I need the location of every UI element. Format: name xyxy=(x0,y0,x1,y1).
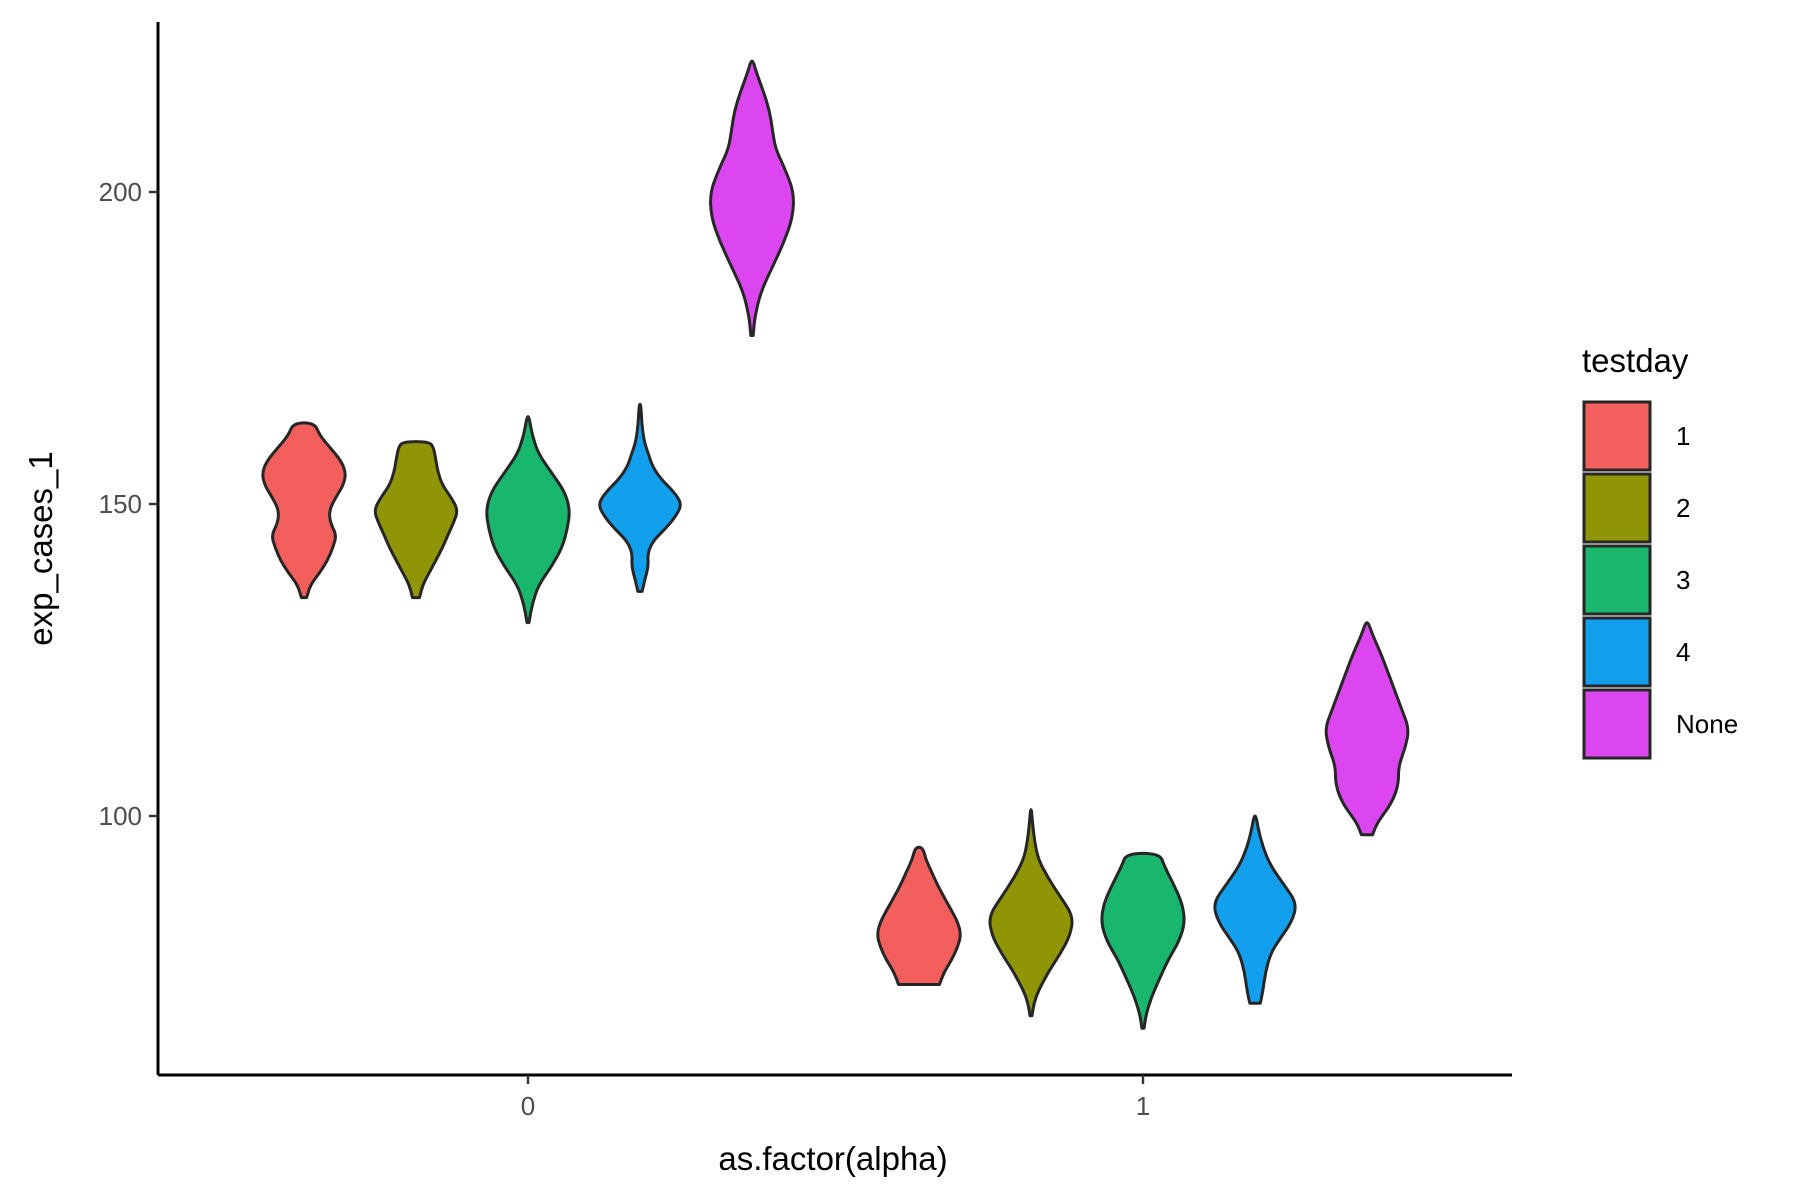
y-tick-label: 200 xyxy=(99,177,142,207)
legend-key-3 xyxy=(1582,544,1652,616)
x-tick-label: 0 xyxy=(521,1091,535,1121)
x-tick-label: 1 xyxy=(1136,1091,1150,1121)
legend: testday 1 2 3 4 None xyxy=(1582,342,1738,760)
legend-key-none xyxy=(1582,688,1652,760)
violin-alpha0-testday-4 xyxy=(598,402,682,593)
legend-key-2 xyxy=(1582,472,1652,544)
legend-label-2: 2 xyxy=(1676,493,1690,523)
violin-alpha1-testday-4 xyxy=(1213,814,1297,1005)
violin-alpha0-testday-2 xyxy=(373,440,459,600)
y-axis-title: exp_cases_1 xyxy=(22,451,59,645)
legend-title: testday xyxy=(1582,342,1689,379)
violins-layer xyxy=(261,59,1410,1030)
y-tick-label: 150 xyxy=(99,489,142,519)
violin-alpha0-testday-none xyxy=(709,59,795,337)
legend-label-none: None xyxy=(1676,709,1738,739)
legend-label-4: 4 xyxy=(1676,637,1690,667)
violin-alpha1-testday-none xyxy=(1324,621,1410,837)
x-axis-title: as.factor(alpha) xyxy=(718,1140,947,1177)
violin-alpha1-testday-3 xyxy=(1100,851,1186,1030)
legend-items: 1 2 3 4 None xyxy=(1582,400,1738,760)
y-tick-label: 100 xyxy=(99,801,142,831)
legend-label-1: 1 xyxy=(1676,421,1690,451)
violin-alpha0-testday-1 xyxy=(261,421,347,600)
legend-key-4 xyxy=(1582,616,1652,688)
legend-label-3: 3 xyxy=(1676,565,1690,595)
legend-key-1 xyxy=(1582,400,1652,472)
y-ticks: 100 150 200 xyxy=(99,177,158,831)
violin-alpha1-testday-2 xyxy=(988,808,1074,1018)
violin-alpha0-testday-3 xyxy=(485,415,571,625)
violin-alpha1-testday-1 xyxy=(876,845,962,986)
